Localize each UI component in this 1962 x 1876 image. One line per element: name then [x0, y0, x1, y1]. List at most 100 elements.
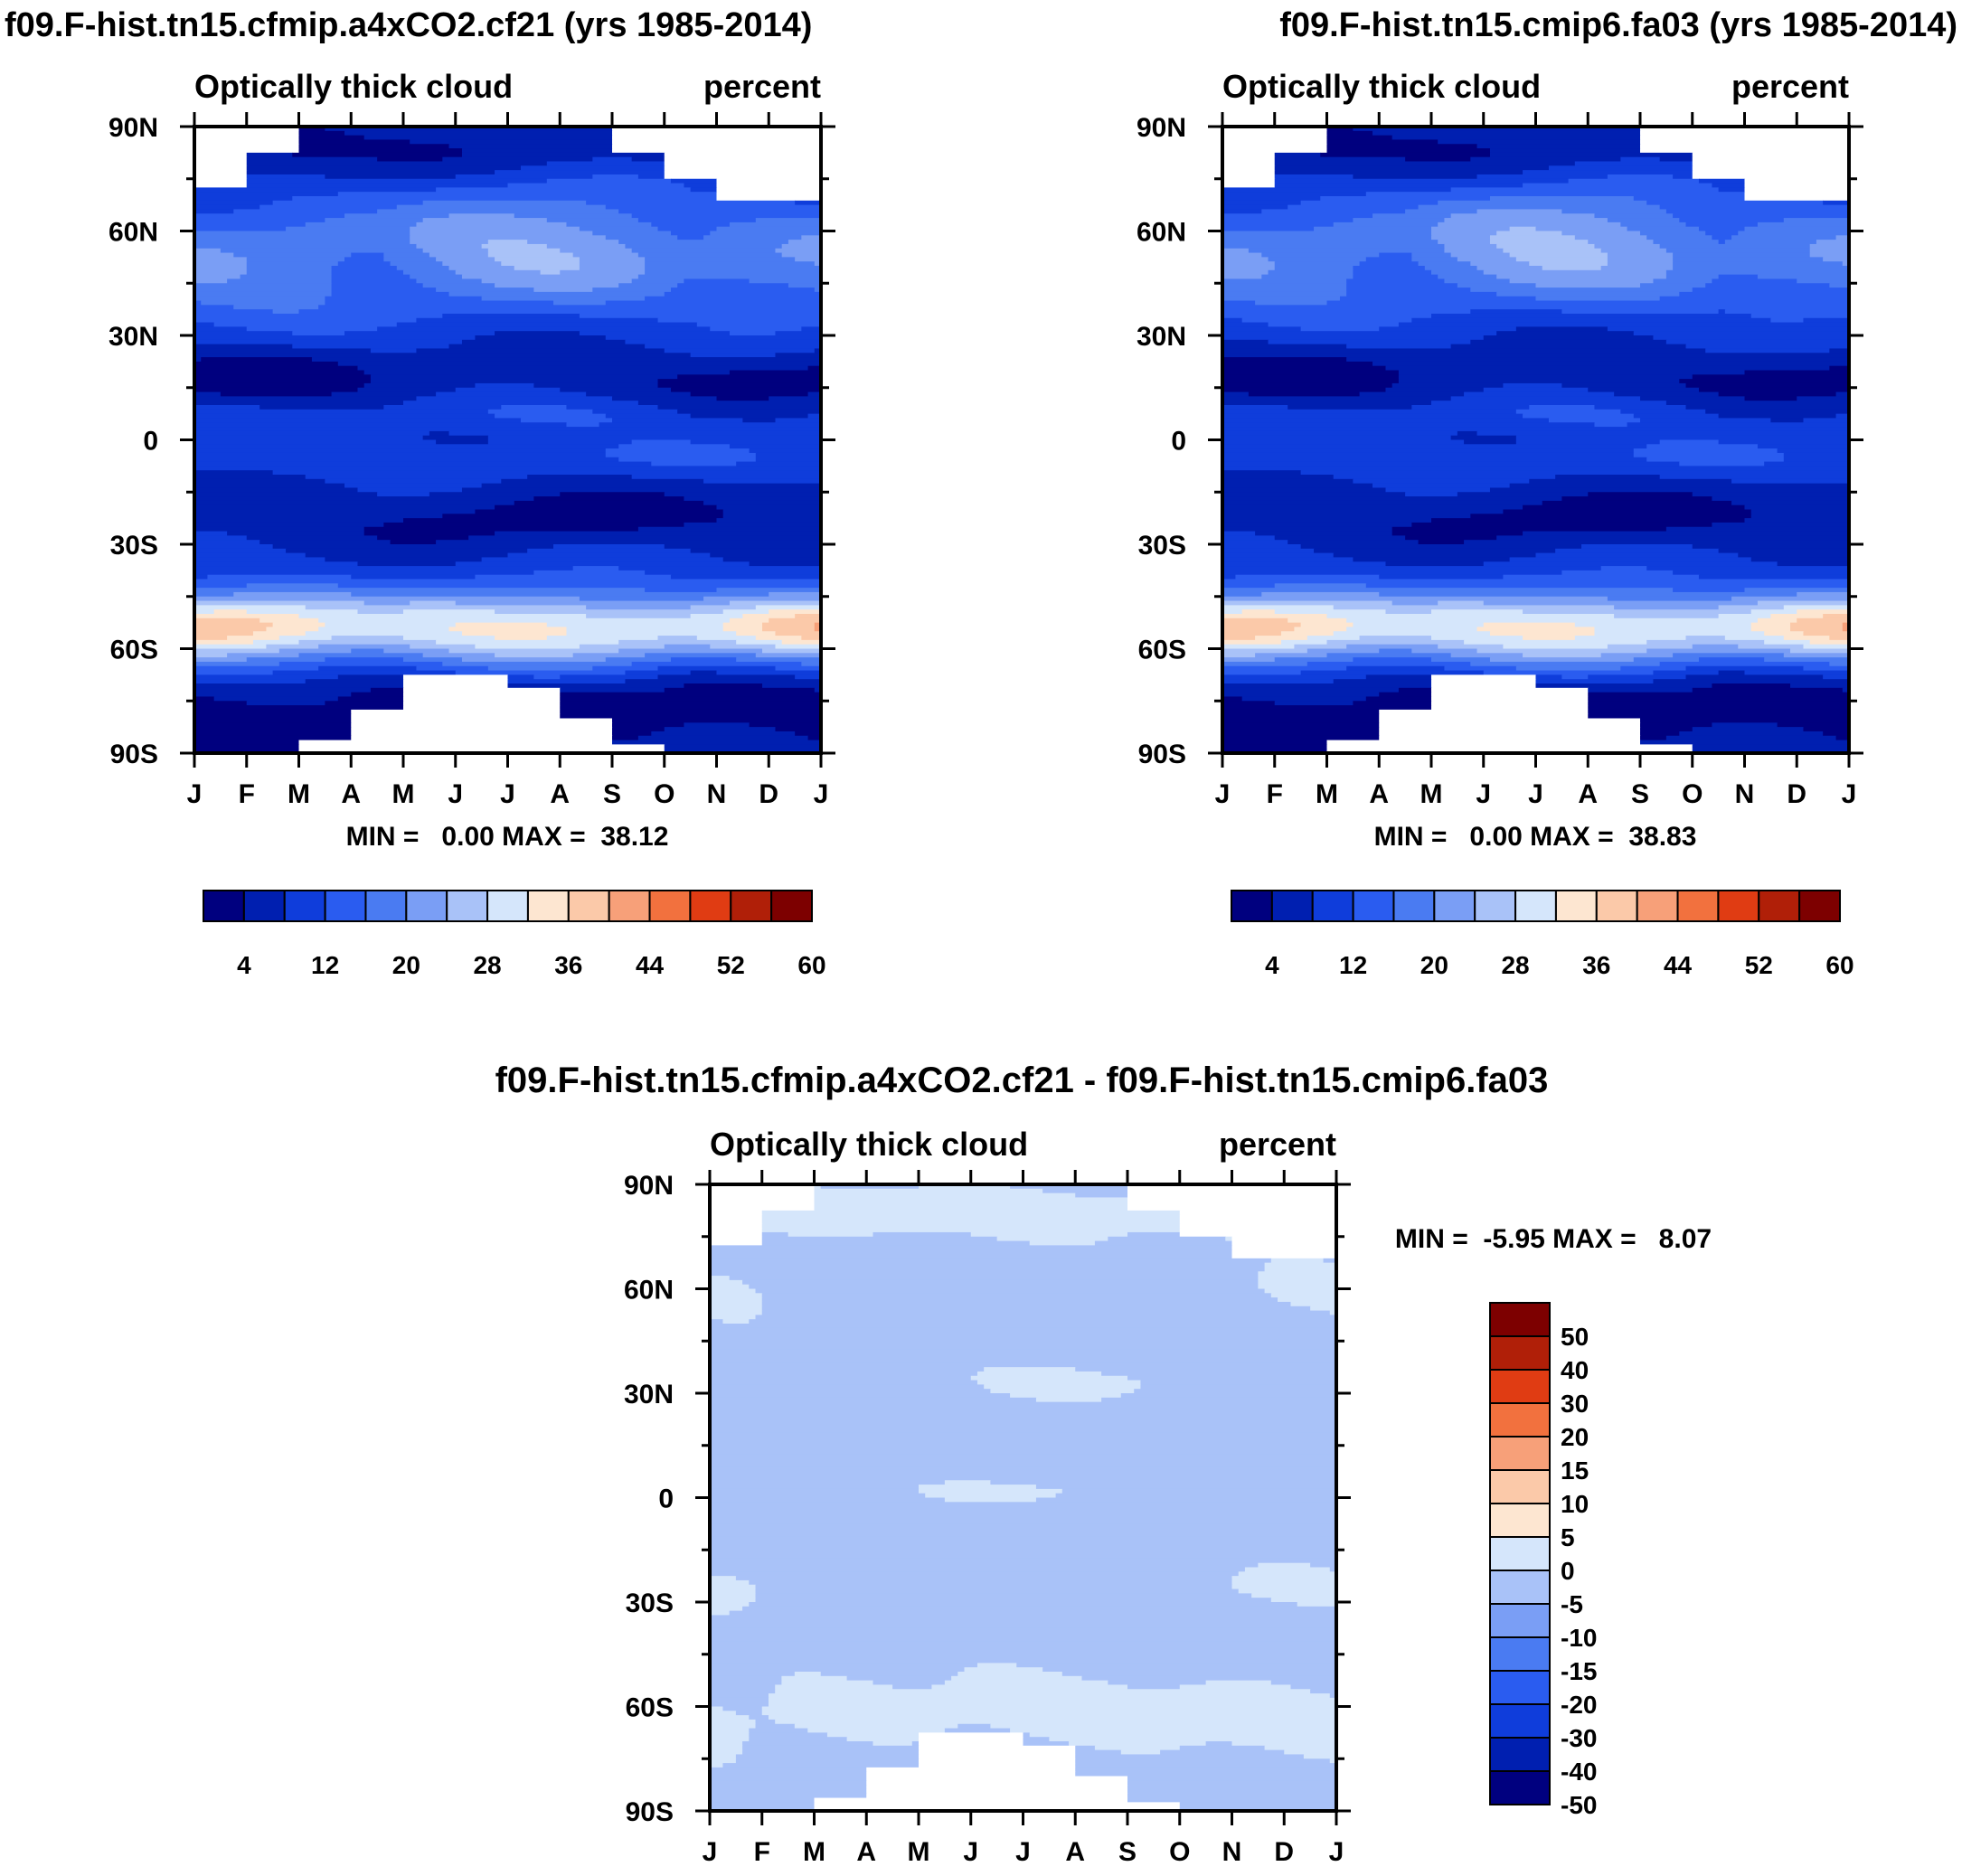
field-cell: [351, 727, 613, 732]
field-cell: [710, 1219, 763, 1224]
field-cell: [1323, 1258, 1336, 1264]
field-cell: [735, 1754, 920, 1759]
field-cell: [383, 257, 437, 262]
field-cell: [1127, 1231, 1181, 1238]
field-cell: [1222, 588, 1674, 593]
field-cell: [1790, 648, 1849, 654]
field-cell: [246, 326, 378, 332]
panel-b-y-tick-label: 60N: [1137, 218, 1186, 248]
field-cell: [1261, 591, 1380, 598]
field-cell: [710, 1502, 1336, 1507]
field-cell: [1476, 209, 1562, 214]
panel-diff-colorbar-label: 30: [1561, 1390, 1589, 1418]
field-cell: [495, 257, 580, 262]
field-cell: [710, 1353, 1336, 1360]
field-cell: [298, 653, 424, 658]
field-cell: [1244, 1567, 1331, 1572]
field-cell: [1222, 435, 1452, 441]
field-cell: [1379, 735, 1641, 741]
field-cell: [442, 514, 724, 519]
field-cell: [1222, 744, 1328, 749]
field-cell: [1222, 283, 1347, 288]
field-cell: [298, 144, 450, 149]
field-cell: [1222, 591, 1262, 598]
field-cell: [1685, 636, 1726, 641]
field-cell: [1222, 696, 1243, 702]
field-cell: [194, 591, 234, 598]
field-cell: [337, 261, 391, 267]
field-cell: [1476, 266, 1543, 271]
field-cell: [801, 661, 821, 667]
field-cell: [1450, 435, 1517, 441]
field-cell: [194, 617, 260, 624]
field-cell: [755, 1588, 1240, 1594]
field-cell: [246, 266, 333, 271]
field-cell: [370, 687, 404, 693]
field-cell: [331, 636, 404, 641]
field-cell: [1303, 1754, 1336, 1759]
field-cell: [1633, 657, 1700, 663]
field-cell: [1222, 644, 1296, 650]
panel-b-colorbar-box: [1758, 890, 1801, 922]
panel-a-colorbar-box: [324, 890, 367, 922]
field-cell: [749, 1715, 769, 1720]
field-cell: [755, 457, 821, 463]
field-cell: [1797, 609, 1849, 615]
field-cell: [605, 235, 678, 240]
field-cell: [487, 240, 528, 245]
field-cell: [1665, 274, 1720, 280]
field-cell: [1235, 574, 1380, 580]
panel-a-colorbar-box: [608, 890, 651, 922]
field-cell: [487, 252, 574, 258]
field-cell: [1222, 457, 1647, 463]
field-cell: [194, 470, 274, 476]
field-cell: [1770, 317, 1805, 324]
field-cell: [749, 1319, 1336, 1325]
field-cell: [1326, 144, 1478, 149]
field-cell: [298, 744, 665, 749]
field-cell: [1614, 614, 1720, 619]
field-cell: [1744, 183, 1849, 188]
field-cell: [246, 152, 293, 158]
field-cell: [645, 257, 796, 262]
field-cell: [194, 339, 463, 345]
field-cell: [357, 561, 457, 567]
field-cell: [1222, 574, 1237, 580]
field-cell: [592, 665, 659, 672]
field-cell: [1561, 309, 1720, 315]
field-cell: [710, 1284, 750, 1290]
field-cell: [1258, 1276, 1336, 1281]
field-cell: [592, 288, 672, 293]
field-cell: [618, 283, 678, 288]
field-cell: [566, 422, 600, 428]
field-cell: [1222, 544, 1302, 550]
field-cell: [194, 357, 202, 363]
field-cell: [1222, 309, 1471, 315]
field-cell: [1385, 487, 1491, 493]
field-cell: [775, 353, 821, 358]
field-cell: [259, 540, 391, 545]
field-cell: [710, 1319, 724, 1325]
field-cell: [761, 1236, 998, 1242]
field-cell: [710, 1545, 1336, 1551]
field-cell: [363, 526, 639, 533]
field-cell: [377, 209, 619, 214]
field-cell: [1673, 252, 1811, 258]
field-cell: [213, 322, 398, 327]
field-cell: [272, 670, 457, 675]
field-cell: [194, 209, 234, 214]
field-cell: [631, 475, 821, 480]
field-cell: [710, 1258, 1272, 1264]
field-cell: [1640, 135, 1849, 141]
field-cell: [207, 574, 352, 580]
field-cell: [455, 387, 561, 393]
field-cell: [194, 174, 248, 180]
field-cell: [1353, 266, 1426, 271]
field-cell: [1346, 291, 1497, 297]
panel-a-y-tick-label: 60N: [108, 218, 158, 248]
field-cell: [318, 665, 418, 672]
field-cell: [696, 322, 821, 327]
field-cell: [1300, 200, 1438, 206]
field-cell: [722, 514, 821, 519]
field-cell: [1842, 627, 1849, 632]
